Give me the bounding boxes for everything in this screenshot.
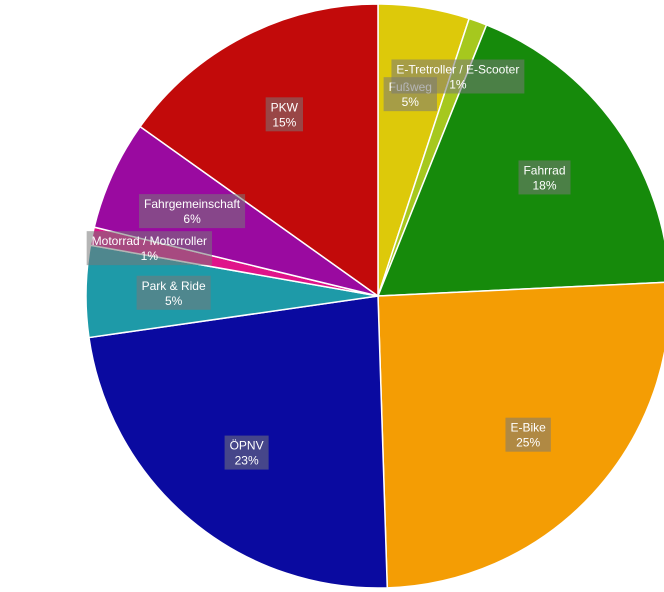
pie-label-value: 6% [183,212,201,226]
pie-label-name: E-Bike [510,421,546,435]
pie-label-value: 23% [235,454,259,468]
pie-label-background [224,435,269,470]
pie-label-name: E-Tretroller / E-Scooter [396,62,519,76]
pie-label-background [391,59,525,94]
pie-label-name: Fahrrad [523,163,565,177]
pie-label-value: 5% [165,294,183,308]
pie-label-background [265,97,304,132]
pie-label-background [505,417,551,452]
pie-label-background [139,194,246,229]
pie-label-background [136,275,211,310]
pie-slice-pkw [139,3,379,298]
pie-label-value: 25% [516,436,540,450]
pie-label-name: PKW [271,100,299,114]
pie-label-background [86,231,213,266]
pie-label-name: Fahrgemeinschaft [144,197,241,211]
pie-label-value: 18% [532,178,556,192]
pie-label-background [518,160,571,195]
pie-label-value: 1% [449,77,467,91]
pie-label-name: ÖPNV [230,439,264,453]
pie-label-value: 5% [402,95,420,109]
pie-labels: Fußweg5%E-Tretroller / E-Scooter1%Fahrra… [86,59,571,470]
pie-label-value: 1% [141,249,159,263]
pie-label-name: Park & Ride [142,279,206,293]
pie-label-value: 15% [272,115,296,129]
pie-label-name: Motorrad / Motorroller [92,234,207,248]
